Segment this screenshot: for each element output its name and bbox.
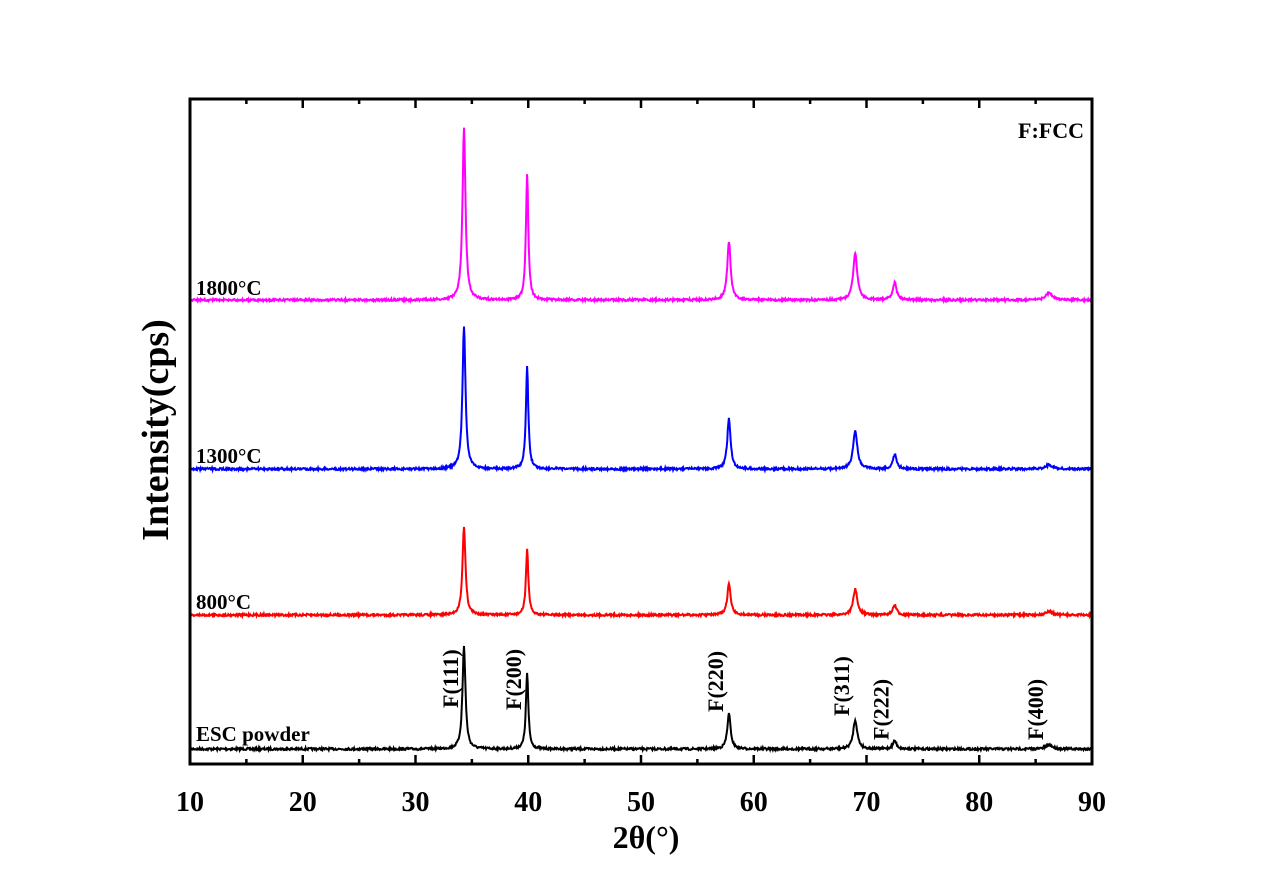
series-line [189,326,1093,474]
peak-label: F(111) [438,649,463,708]
series-label: 1300°C [196,444,262,468]
peak-labels: F(111) F(200) F(220) F(311) F(222) F(400) [438,649,1048,740]
x-tick-label: 40 [514,787,542,818]
x-tick-label: 10 [176,787,204,818]
y-axis-label: Intensity(cps) [135,319,177,541]
plot-frame [188,97,1094,766]
x-tick-label: 50 [627,787,655,818]
series-line [189,127,1093,305]
series-label: 800°C [196,590,251,614]
x-tick-label: 70 [853,787,881,818]
peak-label: F(311) [829,656,854,716]
series-line [189,526,1093,620]
x-tick-label: 20 [289,787,317,818]
x-tick-label: 60 [740,787,768,818]
x-tick-label: 90 [1078,787,1106,818]
series-line [189,645,1093,754]
peak-label: F(222) [869,679,894,740]
series-label: ESC powder [196,722,310,746]
series-traces [189,127,1093,754]
series-labels: ESC powder 800°C 1300°C 1800°C [196,276,310,746]
peak-label: F(200) [501,649,526,710]
peak-label: F(220) [703,651,728,712]
series-label: 1800°C [196,276,262,300]
x-axis-ticks: 10 20 30 40 50 60 70 80 90 [176,99,1106,818]
peak-label: F(400) [1023,679,1048,740]
x-tick-label: 80 [965,787,993,818]
phase-legend: F:FCC [1018,118,1084,143]
x-axis-label: 2θ(°) [613,819,680,855]
x-tick-label: 30 [402,787,430,818]
